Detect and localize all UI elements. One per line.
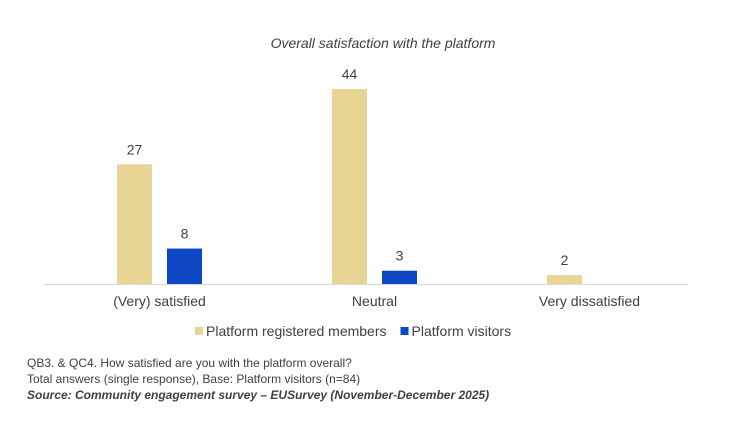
data-label: 8 [181, 226, 189, 242]
legend-label: Platform visitors [412, 323, 512, 339]
x-tick-label: (Very) satisfied [113, 293, 206, 309]
legend-swatch [400, 327, 409, 335]
chart-notes: QB3. & QC4. How satisfied are you with t… [27, 355, 489, 403]
data-label: 27 [127, 141, 143, 157]
bar [382, 270, 417, 284]
data-label: 44 [342, 66, 358, 82]
bar-chart: Overall satisfaction with the platform 2… [44, 35, 688, 339]
legend-label: Platform registered members [206, 323, 387, 339]
bar [547, 275, 582, 284]
x-tick-label: Neutral [352, 293, 397, 309]
source-note: Source: Community engagement survey – EU… [27, 388, 490, 402]
data-label: 3 [396, 248, 404, 264]
legend-swatch [195, 327, 203, 335]
bar [167, 248, 202, 284]
question-note: QB3. & QC4. How satisfied are you with t… [27, 356, 352, 370]
chart-title: Overall satisfaction with the platform [271, 35, 496, 51]
bar [117, 164, 152, 284]
bar [332, 89, 367, 284]
x-tick-label: Very dissatisfied [539, 293, 640, 309]
base-note: Total answers (single response), Base: P… [27, 372, 361, 386]
data-label: 2 [561, 252, 569, 268]
